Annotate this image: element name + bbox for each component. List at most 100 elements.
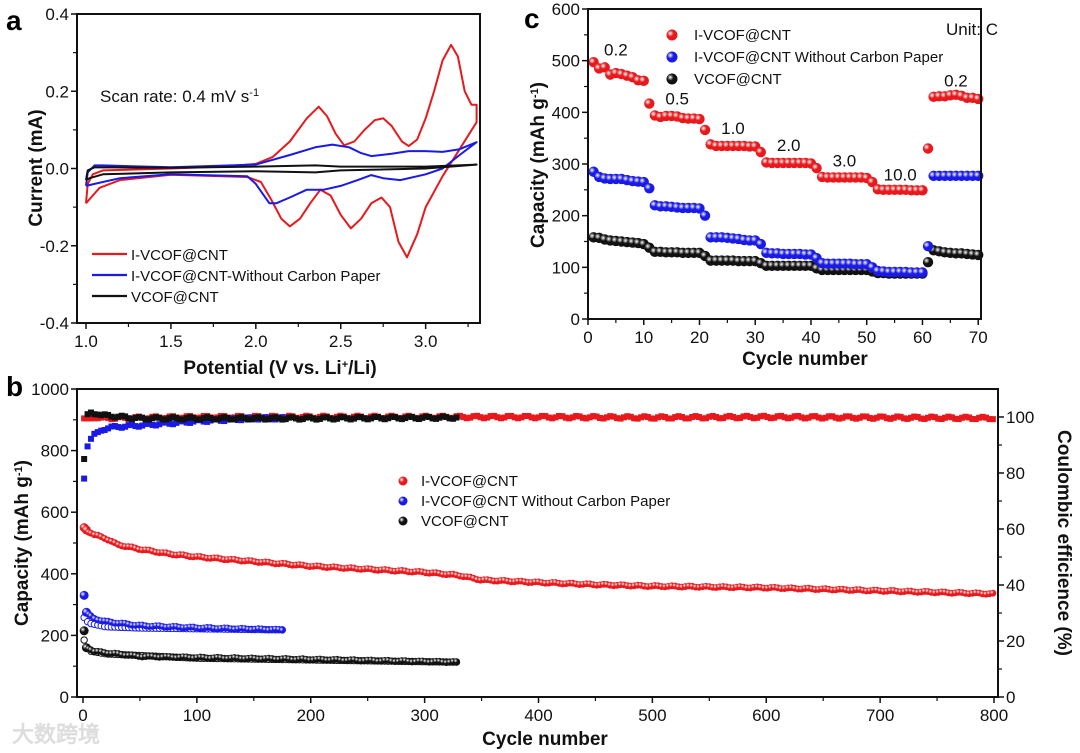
efficiency-point-0 <box>853 415 860 422</box>
efficiency-point-1 <box>94 429 101 436</box>
efficiency-point-0 <box>463 415 470 422</box>
efficiency-point-1 <box>132 423 139 430</box>
efficiency-point-0 <box>965 414 972 421</box>
efficiency-point-2 <box>368 415 375 422</box>
rate-label: 0.5 <box>665 90 689 109</box>
efficiency-point-0 <box>801 415 808 422</box>
efficiency-point-2 <box>351 415 358 422</box>
x-tick-label: 500 <box>638 706 666 725</box>
y2-tick-label: 60 <box>1006 520 1025 539</box>
efficiency-point-0 <box>716 415 723 422</box>
y-axis-title: Capacity (mAh g-1) <box>12 460 33 626</box>
efficiency-point-0 <box>84 415 91 422</box>
efficiency-point-0 <box>81 415 88 422</box>
x-tick-label: 800 <box>980 706 1008 725</box>
efficiency-point-0 <box>494 414 501 421</box>
data-point-0 <box>867 176 878 188</box>
efficiency-point-2 <box>313 416 320 423</box>
y-tick-label: 0.0 <box>45 160 69 179</box>
efficiency-point-2 <box>139 414 146 421</box>
efficiency-point-2 <box>224 415 231 422</box>
superscript: -1 <box>529 88 541 98</box>
efficiency-point-2 <box>142 416 149 423</box>
legend-label: I-VCOF@CNT Without Carbon Paper <box>694 49 943 66</box>
data-point-1 <box>917 267 928 278</box>
legend-label: I-VCOF@CNT Without Carbon Paper <box>421 493 670 510</box>
efficiency-point-0 <box>760 412 767 419</box>
efficiency-point-0 <box>774 413 781 420</box>
x-tick-label: 200 <box>297 706 325 725</box>
efficiency-point-0 <box>699 415 706 422</box>
efficiency-point-0 <box>764 414 771 421</box>
panel-letter-b: b <box>6 371 23 402</box>
efficiency-point-0 <box>470 413 477 420</box>
efficiency-point-2 <box>272 414 279 421</box>
legend-label: VCOF@CNT <box>131 289 219 306</box>
efficiency-point-2 <box>303 414 310 421</box>
y-tick-label: 0.4 <box>45 5 69 24</box>
efficiency-point-2 <box>426 413 433 420</box>
efficiency-point-2 <box>282 416 289 423</box>
efficiency-point-1 <box>156 421 163 428</box>
efficiency-point-2 <box>108 413 115 420</box>
efficiency-point-0 <box>515 415 522 422</box>
data-point-0 <box>811 162 822 174</box>
x-tick-label: 700 <box>866 706 894 725</box>
x-axis-title: Potential (V vs. Li+/Li) <box>183 358 376 379</box>
efficiency-point-2 <box>364 416 371 423</box>
efficiency-point-0 <box>528 414 535 421</box>
efficiency-point-1 <box>115 424 122 431</box>
efficiency-point-0 <box>740 413 747 420</box>
efficiency-point-0 <box>538 412 545 419</box>
efficiency-point-0 <box>815 414 822 421</box>
efficiency-point-1 <box>200 418 207 425</box>
efficiency-point-2 <box>84 411 91 418</box>
efficiency-point-0 <box>655 414 662 421</box>
legend-marker <box>398 476 408 486</box>
y-tick-label: 200 <box>41 626 69 645</box>
y-tick-label: 400 <box>41 565 69 584</box>
efficiency-point-0 <box>866 415 873 422</box>
efficiency-point-0 <box>484 414 491 421</box>
capacity-point-2 <box>79 626 89 636</box>
panel-a: a 1.0 1.5 2.0 2.5 3.0 -0.4 -0.2 0.0 0.2 0.4 Scan ra… <box>6 5 481 379</box>
y-tick-label: 100 <box>552 258 580 277</box>
efficiency-point-2 <box>395 415 402 422</box>
efficiency-point-2 <box>398 416 405 423</box>
y-tick-label: 800 <box>41 442 69 461</box>
x-tick-label: 100 <box>183 706 211 725</box>
efficiency-point-2 <box>275 415 282 422</box>
efficiency-point-2 <box>269 414 276 421</box>
efficiency-point-0 <box>737 414 744 421</box>
efficiency-point-2 <box>214 416 221 423</box>
label-tail: ) <box>528 82 549 88</box>
efficiency-point-2 <box>265 416 272 423</box>
efficiency-point-0 <box>962 413 969 420</box>
efficiency-point-2 <box>388 413 395 420</box>
x-tick-label: 1.0 <box>74 332 98 351</box>
panel-c: c 0 10 20 30 40 50 60 70 0 100 200 300 400 500 600 0.2 0.… <box>524 0 998 370</box>
efficiency-point-2 <box>357 414 364 421</box>
efficiency-point-0 <box>460 414 467 421</box>
efficiency-point-2 <box>327 415 334 422</box>
efficiency-point-0 <box>901 415 908 422</box>
efficiency-point-0 <box>795 413 802 420</box>
efficiency-point-0 <box>91 415 98 422</box>
efficiency-point-0 <box>754 414 761 421</box>
superscript: + <box>342 359 348 371</box>
efficiency-point-0 <box>549 415 556 422</box>
efficiency-point-0 <box>590 413 597 420</box>
data-point-1 <box>922 240 934 252</box>
rate-label: 0.2 <box>944 72 968 91</box>
data-point-0 <box>644 98 655 109</box>
efficiency-point-0 <box>907 414 914 421</box>
efficiency-point-0 <box>976 414 983 421</box>
efficiency-point-0 <box>456 412 463 419</box>
efficiency-point-0 <box>719 415 726 422</box>
efficiency-point-0 <box>897 413 904 420</box>
efficiency-point-2 <box>306 414 313 421</box>
efficiency-point-0 <box>545 414 552 421</box>
x-tick-label: 60 <box>913 328 932 347</box>
efficiency-point-2 <box>333 415 340 422</box>
efficiency-point-0 <box>904 415 911 422</box>
